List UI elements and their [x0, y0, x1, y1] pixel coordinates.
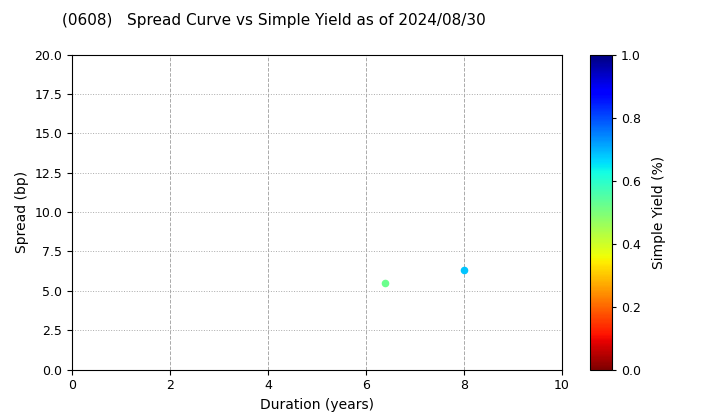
Point [379, 280, 391, 286]
Y-axis label: Simple Yield (%): Simple Yield (%) [652, 155, 666, 269]
X-axis label: Duration (years): Duration (years) [260, 398, 374, 412]
Point [458, 267, 469, 274]
Text: (0608)   Spread Curve vs Simple Yield as of 2024/08/30: (0608) Spread Curve vs Simple Yield as o… [62, 13, 485, 28]
Y-axis label: Spread (bp): Spread (bp) [15, 171, 29, 253]
